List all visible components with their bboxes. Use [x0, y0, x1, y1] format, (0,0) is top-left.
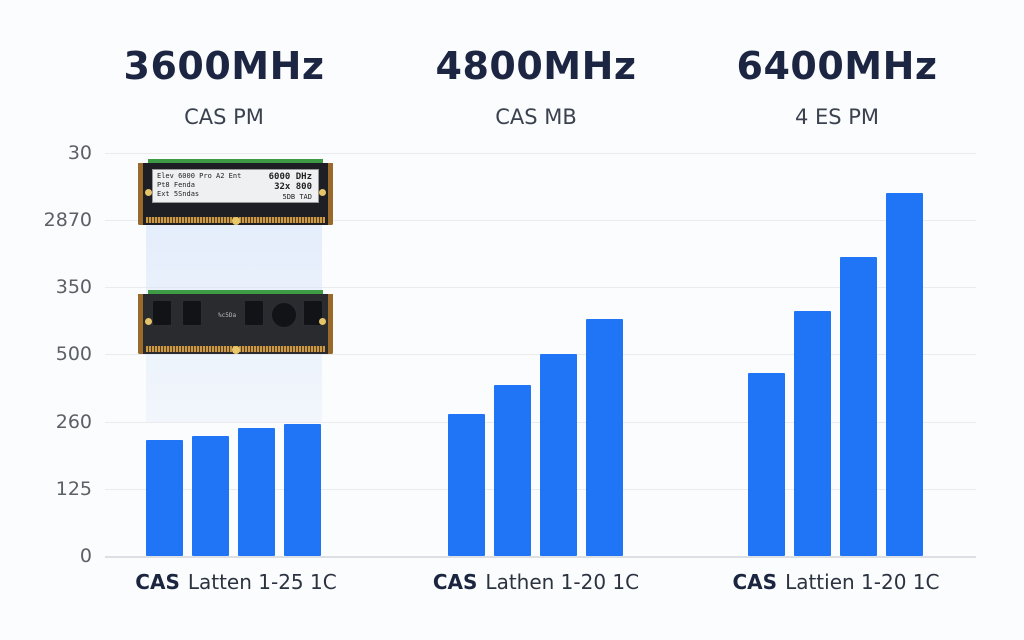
- ram-module-chips-image: %c5Da: [138, 290, 333, 354]
- gridline: [105, 220, 976, 221]
- bar: [794, 311, 831, 556]
- group-subtitle: CAS PM: [184, 105, 264, 129]
- bar: [238, 428, 275, 556]
- x-label-group-1: CAS Latten 1-25 1C: [86, 570, 386, 594]
- bar: [886, 193, 923, 556]
- ram-module-labeled-image: Elev 6000 Pro A2 Ent Pt8 Fenda Ext 5Snda…: [138, 159, 333, 225]
- gridline: [105, 153, 976, 154]
- memory-chip: [303, 300, 323, 326]
- y-tick-label: 260: [55, 411, 92, 433]
- ram-sticker-line: Pt8 Fenda: [157, 181, 195, 189]
- group-header-4800: 4800MHz CAS MB: [386, 44, 686, 130]
- memory-chip: [182, 300, 202, 326]
- ram-sticker: Elev 6000 Pro A2 Ent Pt8 Fenda Ext 5Snda…: [152, 169, 319, 203]
- group-title: 6400MHz: [736, 44, 938, 88]
- pcb-edge: [148, 159, 323, 164]
- y-tick-label: 0: [79, 545, 92, 567]
- bar: [192, 436, 229, 556]
- y-tick-label: 350: [55, 276, 92, 298]
- group-subtitle: CAS MB: [495, 105, 577, 129]
- x-label-bold: CAS: [732, 570, 778, 594]
- mount-dot: [145, 318, 152, 325]
- ram-notch: [231, 346, 240, 354]
- ram-notch: [231, 217, 240, 225]
- bar: [494, 385, 531, 556]
- bar: [284, 424, 321, 556]
- bar: [540, 354, 577, 556]
- group-header-3600: 3600MHz CAS PM: [74, 44, 374, 130]
- ram-sticker-line: 5DB TAD: [282, 193, 312, 201]
- ram-sticker-line: Elev 6000 Pro A2 Ent: [157, 172, 242, 180]
- group-title: 3600MHz: [123, 44, 325, 88]
- group-subtitle: 4 ES PM: [794, 105, 880, 129]
- mount-dot: [319, 318, 326, 325]
- mount-dot: [319, 189, 326, 196]
- y-tick-label: 2870: [43, 209, 92, 231]
- memory-chip-round: [271, 302, 297, 328]
- bar: [748, 373, 785, 556]
- memory-chip: [244, 300, 264, 326]
- x-label-rest: Latten 1-25 1C: [187, 570, 337, 594]
- group-title: 4800MHz: [435, 44, 637, 88]
- x-label-rest: Lathen 1-20 1C: [485, 570, 640, 594]
- chip-marking: %c5Da: [218, 312, 237, 319]
- x-label-group-3: CAS Lattien 1-20 1C: [686, 570, 986, 594]
- memory-chip: [152, 300, 172, 326]
- x-label-bold: CAS: [135, 570, 180, 594]
- x-label-group-2: CAS Lathen 1-20 1C: [386, 570, 686, 594]
- bar: [840, 257, 877, 556]
- bar: [586, 319, 623, 556]
- group-header-6400: 6400MHz 4 ES PM: [687, 44, 987, 130]
- pcb-edge: [148, 290, 323, 295]
- y-tick-label: 125: [55, 478, 92, 500]
- bar: [146, 440, 183, 556]
- bar: [448, 414, 485, 556]
- x-label-bold: CAS: [432, 570, 478, 594]
- ram-sticker-right: 6000 DHz 32x 800 5DB TAD: [269, 172, 312, 202]
- mount-dot: [145, 189, 152, 196]
- y-tick-label: 500: [55, 343, 92, 365]
- ram-sticker-line: 32x 800: [274, 182, 312, 192]
- gridline: [105, 556, 976, 558]
- ram-sticker-line: 6000 DHz: [268, 172, 312, 182]
- gridline: [105, 287, 976, 288]
- ram-sticker-line: Ext 5Sndas: [157, 190, 200, 198]
- y-tick-label: 30: [67, 142, 92, 164]
- x-label-rest: Lattien 1-20 1C: [785, 570, 940, 594]
